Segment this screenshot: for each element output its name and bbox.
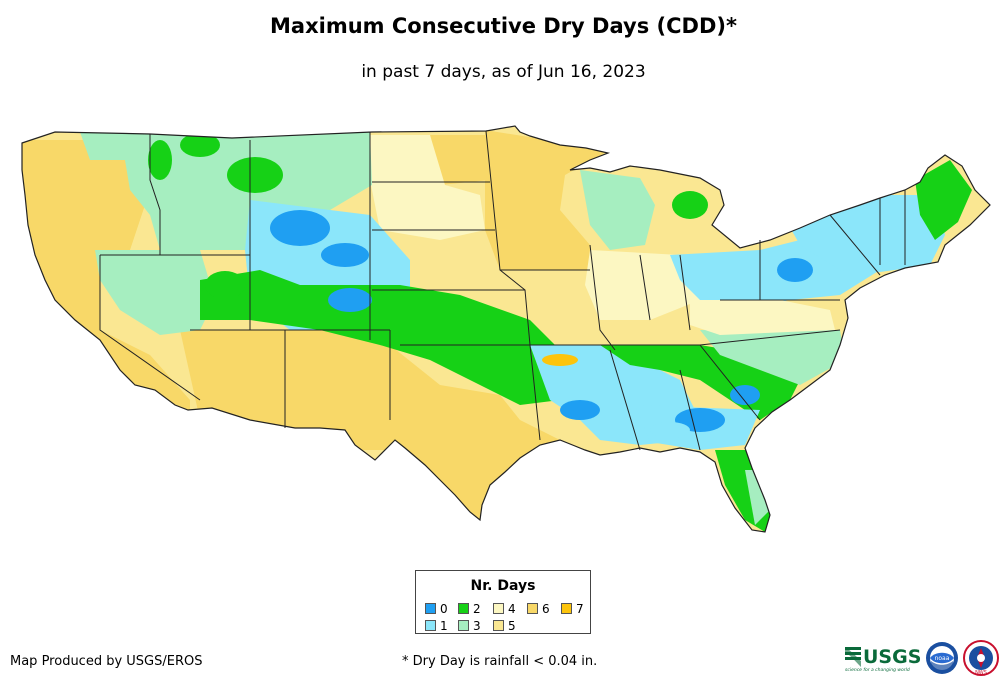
zone-days-4-dakotas bbox=[370, 135, 485, 240]
cdd-map bbox=[21, 125, 991, 533]
legend-item-4: 4 bbox=[493, 603, 516, 615]
usgs-tagline: science for a changing world bbox=[845, 667, 910, 673]
zone-days-2-new-england bbox=[915, 160, 972, 240]
noaa-logo: noaa bbox=[926, 642, 958, 674]
legend-swatch-7 bbox=[561, 603, 572, 614]
legend-item-2: 2 bbox=[458, 603, 481, 615]
zone-days-3-great-basin bbox=[95, 250, 215, 335]
zone-days-4-midwest bbox=[585, 250, 700, 320]
legend-swatch-5 bbox=[493, 620, 504, 631]
legend-box: Nr. Days 0 1 2 3 4 5 6 7 bbox=[415, 570, 591, 634]
legend-swatch-1 bbox=[425, 620, 436, 631]
map-title: Maximum Consecutive Dry Days (CDD)* bbox=[270, 14, 737, 38]
legend-swatch-2 bbox=[458, 603, 469, 614]
zone-days-0-ohio bbox=[777, 258, 813, 282]
legend-item-0: 0 bbox=[425, 603, 448, 615]
usgs-logo: USGS science for a changing world bbox=[845, 646, 921, 673]
zone-days-0-arkansas bbox=[560, 400, 600, 420]
map-subtitle: in past 7 days, as of Jun 16, 2023 bbox=[361, 62, 646, 82]
state-borders bbox=[21, 125, 991, 533]
zone-days-0-wyoming bbox=[270, 210, 330, 246]
zone-days-7-ozarks bbox=[542, 354, 578, 366]
zone-days-0-nebraska bbox=[321, 243, 369, 267]
zone-days-1-florida-panhandle bbox=[650, 422, 690, 438]
zone-days-3-wisconsin bbox=[580, 170, 655, 250]
legend-label-2: 2 bbox=[473, 602, 481, 616]
legend-title: Nr. Days bbox=[470, 578, 536, 594]
zone-days-2-idaho bbox=[180, 133, 220, 157]
legend-item-3: 3 bbox=[458, 620, 481, 632]
zone-days-2-north-idaho bbox=[148, 140, 172, 180]
zone-days-0-georgia bbox=[675, 408, 725, 432]
zone-days-3-carolinas bbox=[700, 330, 845, 385]
nws-logo: NWS bbox=[963, 640, 999, 676]
legend-label-0: 0 bbox=[440, 602, 448, 616]
legend-swatch-4 bbox=[493, 603, 504, 614]
legend-item-5: 5 bbox=[493, 620, 516, 632]
zone-days-6-north-dakota bbox=[430, 135, 490, 185]
legend-label-1: 1 bbox=[440, 619, 448, 633]
zone-days-6-southwest bbox=[180, 330, 560, 520]
legend-item-1: 1 bbox=[425, 620, 448, 632]
legend-swatch-0 bbox=[425, 603, 436, 614]
legend-label-4: 4 bbox=[508, 602, 516, 616]
legend-swatch-3 bbox=[458, 620, 469, 631]
zone-days-0-kansas bbox=[328, 288, 372, 312]
legend-label-3: 3 bbox=[473, 619, 481, 633]
zone-days-2-florida bbox=[715, 450, 775, 532]
dry-day-footnote: * Dry Day is rainfall < 0.04 in. bbox=[402, 654, 598, 669]
zone-days-4-virginia bbox=[690, 300, 835, 335]
noaa-wordmark: noaa bbox=[935, 655, 950, 662]
legend-label-7: 7 bbox=[576, 602, 584, 616]
credit-text: Map Produced by USGS/EROS bbox=[10, 654, 203, 669]
nws-wordmark: NWS bbox=[975, 670, 987, 676]
zone-days-2-montana bbox=[227, 157, 283, 193]
legend-item-7: 7 bbox=[561, 603, 584, 615]
zone-days-2-michigan bbox=[672, 191, 708, 219]
zone-days-0-carolina bbox=[730, 385, 760, 405]
legend-label-5: 5 bbox=[508, 619, 516, 633]
legend-label-6: 6 bbox=[542, 602, 550, 616]
legend-item-6: 6 bbox=[527, 603, 550, 615]
legend-swatch-6 bbox=[527, 603, 538, 614]
usgs-wordmark: USGS bbox=[863, 646, 921, 668]
zone-days-2-utah bbox=[205, 271, 245, 299]
